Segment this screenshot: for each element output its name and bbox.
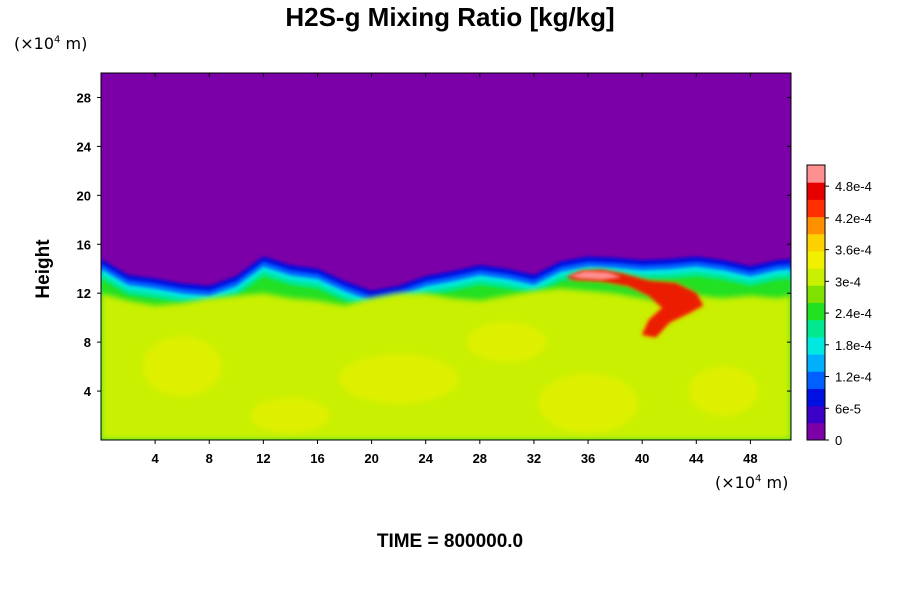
- field-patch: [688, 366, 759, 417]
- colorbar-label: 1.2e-4: [835, 370, 872, 385]
- y-tick-label: 28: [77, 90, 91, 105]
- x-tick-label: 40: [635, 451, 649, 466]
- colorbar-label: 6e-5: [835, 401, 861, 416]
- x-tick-label: 44: [689, 451, 704, 466]
- x-tick-label: 12: [256, 451, 270, 466]
- y-axis-unit: (×104 m): [14, 34, 88, 53]
- time-label: TIME = 800000.0: [376, 531, 524, 552]
- colorbar-swatch: [807, 422, 825, 441]
- y-tick-label: 8: [84, 335, 91, 350]
- y-tick-label: 16: [77, 237, 91, 252]
- colorbar-swatch: [807, 165, 825, 183]
- x-axis-ticks: 4 8 12 16 20 24 28 32 36 40 44 48: [152, 73, 758, 466]
- x-tick-label: 20: [364, 451, 378, 466]
- field-patch: [538, 373, 639, 434]
- field-patch: [338, 353, 459, 404]
- x-tick-label: 24: [418, 451, 433, 466]
- y-tick-label: 24: [77, 139, 92, 154]
- colorbar-swatch: [807, 199, 825, 218]
- x-tick-label: 8: [206, 451, 213, 466]
- colorbar-swatch: [807, 233, 825, 252]
- plot-frame: [100, 72, 792, 441]
- colorbar-swatch: [807, 336, 825, 355]
- colorbar-swatch: [807, 388, 825, 407]
- x-tick-label: 16: [310, 451, 324, 466]
- plume-core: [566, 269, 704, 338]
- colorbar-swatch: [807, 268, 825, 286]
- colorbar-label: 3.6e-4: [835, 243, 872, 258]
- field-patch: [466, 322, 547, 363]
- colorbar-swatch: [807, 354, 825, 372]
- x-tick-label: 32: [527, 451, 541, 466]
- field-patch: [142, 336, 223, 397]
- colorbar-swatch: [807, 250, 825, 269]
- colorbar-label: 2.4e-4: [835, 306, 872, 321]
- x-axis-unit: (×104 m): [715, 473, 789, 492]
- colorbar-swatch: [807, 319, 825, 338]
- colorbar-frame: [806, 164, 826, 441]
- colorbar-swatch: [807, 285, 825, 303]
- y-axis-ticks: 4 8 12 16 20 24 28: [77, 90, 791, 399]
- chart-title: H2S-g Mixing Ratio [kg/kg]: [285, 2, 615, 32]
- plot-area: [101, 73, 791, 440]
- y-tick-label: 12: [77, 286, 91, 301]
- colorbar-label: 4.2e-4: [835, 211, 872, 226]
- x-tick-label: 48: [743, 451, 757, 466]
- colorbar-label: 3e-4: [835, 274, 861, 289]
- colorbar-label: 1.8e-4: [835, 338, 872, 353]
- x-tick-label: 28: [473, 451, 487, 466]
- colorbar-label: 0: [835, 433, 842, 448]
- x-tick-label: 36: [581, 451, 595, 466]
- x-tick-label: 4: [152, 451, 160, 466]
- y-tick-label: 20: [77, 188, 91, 203]
- colorbar-label: 4.8e-4: [835, 179, 872, 194]
- field-patch: [250, 397, 331, 434]
- colorbar-swatch: [807, 216, 825, 235]
- colorbar-swatch: [807, 302, 825, 321]
- colorbar-swatch: [807, 405, 825, 424]
- colorbar-swatch: [807, 371, 825, 389]
- y-tick-label: 4: [84, 384, 92, 399]
- plume-peak: [569, 271, 622, 280]
- colorbar-swatch: [807, 182, 825, 200]
- colorbar: 0 6e-5 1.2e-4 1.8e-4 2.4e-4 3e-4 3.6e-4 4.2e-4 4…: [806, 164, 872, 448]
